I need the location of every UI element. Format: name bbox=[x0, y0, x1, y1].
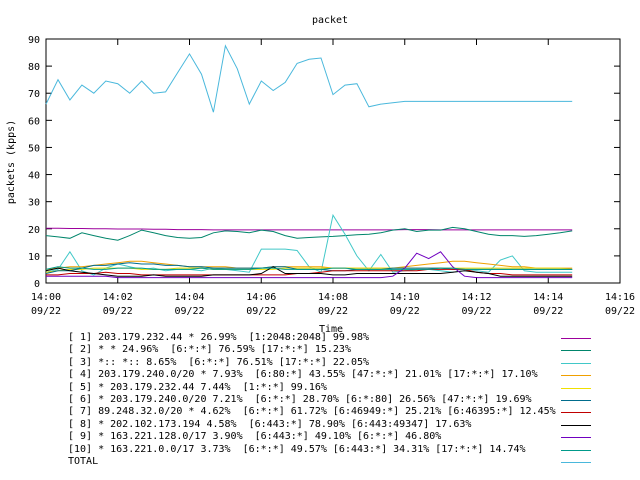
legend-label: [ 1] 203.179.232.44 * 26.99% [1:2048:204… bbox=[68, 332, 370, 343]
legend-swatch bbox=[561, 399, 591, 401]
y-axis-ticks: 0 10 20 30 40 50 60 70 80 90 bbox=[28, 35, 620, 290]
legend-swatch bbox=[561, 424, 591, 426]
y-tick-label: 60 bbox=[28, 116, 40, 127]
legend-entry: [ 9] * 163.221.128.0/17 3.90% [6:443:*] … bbox=[68, 431, 628, 443]
legend-entry: [10] * 163.221.0.0/17 3.73% [6:*:*] 49.5… bbox=[68, 444, 628, 456]
x-tick-label-date: 09/22 bbox=[390, 306, 420, 317]
legend-entry: [ 4] 203.179.240.0/20 * 7.93% [6:80:*] 4… bbox=[68, 369, 628, 381]
legend-entry: [ 3] *:: *:: 8.65% [6:*:*] 76.51% [17:*:… bbox=[68, 357, 628, 369]
legend-swatch bbox=[561, 412, 591, 414]
series-line-8 bbox=[45, 266, 573, 277]
y-tick-label: 80 bbox=[28, 62, 40, 73]
legend-entry: [ 2] * * 24.96% [6:*:*] 76.59% [17:*:*] … bbox=[68, 344, 628, 356]
legend-entry: [ 7] 89.248.32.0/20 * 4.62% [6:*:*] 61.7… bbox=[68, 406, 628, 418]
legend-label: [ 8] * 202.102.173.194 4.58% [6:443:*] 7… bbox=[68, 418, 472, 430]
legend-label: [ 4] 203.179.240.0/20 * 7.93% [6:80:*] 4… bbox=[68, 369, 538, 381]
y-tick-label: 30 bbox=[28, 198, 40, 209]
x-tick-label-date: 09/22 bbox=[246, 306, 276, 317]
y-tick-label: 90 bbox=[28, 35, 40, 46]
x-tick-label-time: 14:06 bbox=[246, 292, 276, 303]
legend-label: [ 2] * * 24.96% [6:*:*] 76.59% [17:*:*] … bbox=[68, 344, 351, 356]
x-tick-label-date: 09/22 bbox=[605, 306, 635, 317]
x-axis-ticks: 14:00 09/22 14:02 09/22 14:04 09/22 14:06 09/22… bbox=[31, 39, 635, 317]
y-tick-label: 70 bbox=[28, 89, 40, 100]
series-line-1 bbox=[46, 227, 573, 231]
legend-label: [10] * 163.221.0.0/17 3.73% [6:*:*] 49.5… bbox=[68, 443, 526, 455]
legend-swatch bbox=[561, 350, 591, 352]
legend-entry: TOTAL bbox=[68, 456, 628, 468]
y-tick-label: 50 bbox=[28, 143, 40, 154]
series-line-2 bbox=[45, 226, 573, 241]
y-tick-label: 0 bbox=[34, 279, 40, 290]
legend-label: TOTAL bbox=[68, 455, 99, 467]
x-tick-label-time: 14:16 bbox=[605, 292, 635, 303]
x-tick-label-time: 14:14 bbox=[533, 292, 563, 303]
x-tick-label-date: 09/22 bbox=[318, 306, 348, 317]
legend-label: [ 7] 89.248.32.0/20 * 4.62% [6:*:*] 61.7… bbox=[68, 406, 556, 418]
legend-label: [ 5] * 203.179.232.44 7.44% [1:*:*] 99.1… bbox=[68, 381, 327, 393]
legend-swatch bbox=[561, 461, 591, 463]
x-tick-label-time: 14:12 bbox=[461, 292, 491, 303]
x-tick-label-time: 14:02 bbox=[103, 292, 133, 303]
plot-area bbox=[45, 38, 621, 284]
legend-swatch bbox=[561, 437, 591, 439]
y-tick-label: 10 bbox=[28, 252, 40, 263]
legend: [ 1] 203.179.232.44 * 26.99% [1:2048:204… bbox=[68, 332, 628, 468]
series-line-4 bbox=[45, 260, 573, 270]
legend-label: [ 6] * 203.179.240.0/20 7.21% [6:*:*] 28… bbox=[68, 393, 532, 405]
x-tick-label-date: 09/22 bbox=[533, 306, 563, 317]
series-line-5 bbox=[45, 267, 573, 273]
series-line-9 bbox=[46, 251, 573, 279]
chart-title: packet bbox=[312, 15, 348, 26]
legend-swatch bbox=[561, 387, 591, 389]
legend-swatch bbox=[561, 449, 591, 451]
legend-entry: [ 8] * 202.102.173.194 4.58% [6:443:*] 7… bbox=[68, 419, 628, 431]
series-line-10 bbox=[45, 266, 573, 270]
legend-label: [ 9] * 163.221.128.0/17 3.90% [6:443:*] … bbox=[68, 431, 442, 443]
x-tick-label-date: 09/22 bbox=[103, 306, 133, 317]
x-tick-label-date: 09/22 bbox=[461, 306, 491, 317]
y-tick-label: 20 bbox=[28, 225, 40, 236]
y-tick-label: 40 bbox=[28, 171, 40, 182]
legend-swatch bbox=[561, 375, 591, 377]
legend-entry: [ 1] 203.179.232.44 * 26.99% [1:2048:204… bbox=[68, 332, 628, 344]
x-tick-label-time: 14:10 bbox=[390, 292, 420, 303]
series-line-3 bbox=[45, 213, 573, 276]
x-tick-label-time: 14:00 bbox=[31, 292, 61, 303]
legend-swatch bbox=[561, 338, 591, 339]
x-tick-label-time: 14:04 bbox=[174, 292, 204, 303]
series-line-11 bbox=[45, 44, 573, 113]
x-axis-label: Time bbox=[319, 324, 343, 335]
x-tick-label-date: 09/22 bbox=[174, 306, 204, 317]
legend-label: [ 3] *:: *:: 8.65% [6:*:*] 76.51% [17:*:… bbox=[68, 356, 370, 368]
x-tick-label-time: 14:08 bbox=[318, 292, 348, 303]
x-tick-label-date: 09/22 bbox=[31, 306, 61, 317]
legend-entry: [ 5] * 203.179.232.44 7.44% [1:*:*] 99.1… bbox=[68, 382, 628, 394]
legend-swatch bbox=[561, 362, 591, 364]
y-axis-label: packets (kpps) bbox=[6, 120, 17, 204]
legend-entry: [ 6] * 203.179.240.0/20 7.21% [6:*:*] 28… bbox=[68, 394, 628, 406]
series-lines bbox=[45, 44, 573, 279]
